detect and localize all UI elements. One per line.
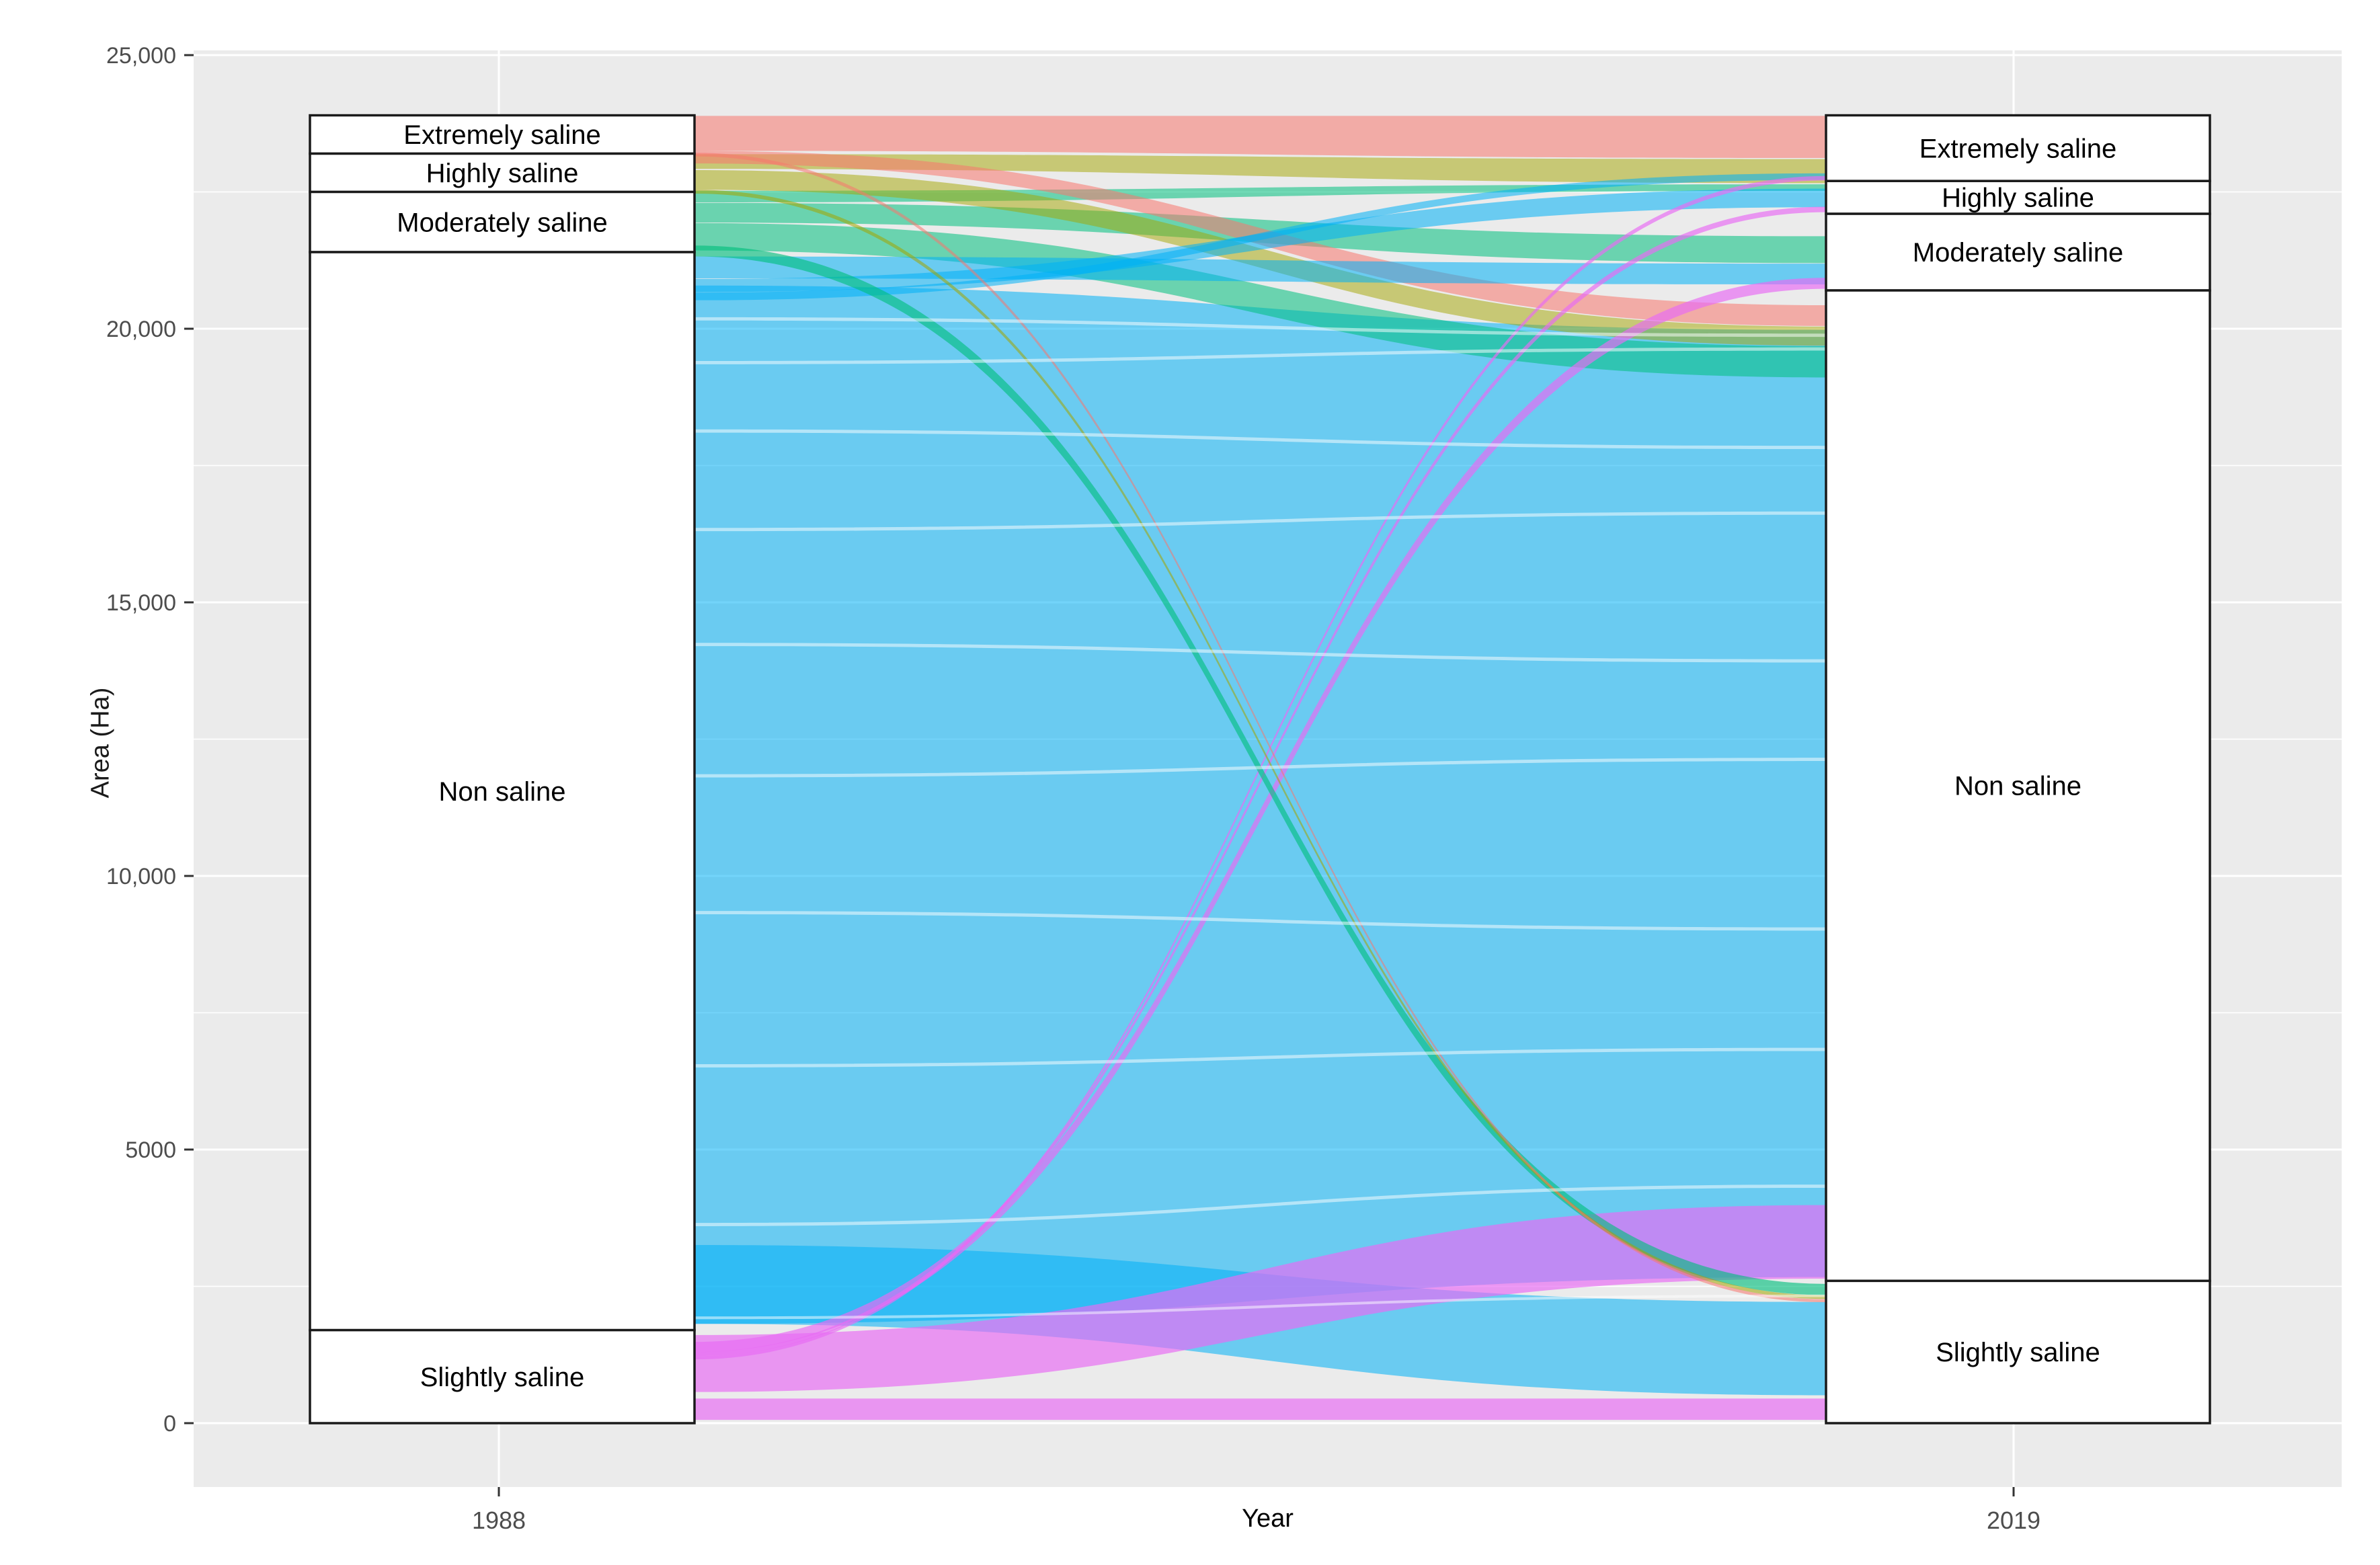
y-axis-title: Area (Ha) bbox=[86, 687, 115, 799]
stratum-right-moderately-saline-label: Moderately saline bbox=[1913, 238, 2124, 268]
y-tick-label-25000: 25,000 bbox=[106, 43, 176, 69]
flow-highly-saline-to-extremely-saline bbox=[695, 154, 1826, 184]
stratum-left-highly-saline bbox=[309, 152, 696, 194]
flow-highly-saline-to-non-saline bbox=[695, 169, 1826, 346]
stratum-right-non-saline bbox=[1825, 289, 2211, 1283]
lode-gap-streak bbox=[695, 1185, 1826, 1226]
lode-gap-streak bbox=[695, 758, 1826, 778]
stratum-right-slightly-saline-label: Slightly saline bbox=[1936, 1338, 2100, 1367]
axis-ticks bbox=[184, 54, 2015, 1496]
stratum-left-moderately-saline-label: Moderately saline bbox=[397, 208, 608, 237]
stratum-left-extremely-saline bbox=[309, 114, 696, 155]
y-tick-label-20000: 20,000 bbox=[106, 317, 176, 342]
stratum-right-extremely-saline-label: Extremely saline bbox=[1919, 134, 2116, 163]
lode-gap-streak bbox=[695, 511, 1826, 532]
stratum-left-slightly-saline-label: Slightly saline bbox=[420, 1363, 585, 1392]
y-tick-label-10000: 10,000 bbox=[106, 864, 176, 889]
lode-gap-streak bbox=[695, 347, 1826, 364]
lode-gap-streak bbox=[695, 643, 1826, 663]
lode-gap-streak bbox=[695, 317, 1826, 337]
lode-gap-streak bbox=[695, 1294, 1826, 1320]
flow-non-saline-to-extremely-saline bbox=[695, 173, 1826, 300]
flow-extremely-saline-to-extremely-saline bbox=[695, 116, 1826, 159]
lode-gap-streaks bbox=[695, 317, 1826, 1320]
y-tick-label-15000: 15,000 bbox=[106, 590, 176, 616]
lode-gap-streak bbox=[695, 429, 1826, 450]
stratum-left-non-saline bbox=[309, 251, 696, 1332]
stratum-left-slightly-saline bbox=[309, 1328, 696, 1424]
x-tick-label-1988: 1988 bbox=[472, 1507, 526, 1534]
flow-moderately-saline-to-slightly-saline bbox=[695, 245, 1826, 1295]
lode-gap-streak bbox=[695, 911, 1826, 931]
flow-extremely-saline-to-slightly-saline bbox=[695, 153, 1826, 1303]
stratum-right-non-saline-label: Non saline bbox=[1954, 772, 2081, 801]
stratum-left-extremely-saline-label: Extremely saline bbox=[403, 120, 600, 150]
stratum-right-highly-saline-label: Highly saline bbox=[1942, 184, 2094, 213]
flow-non-saline-to-non-saline bbox=[695, 285, 1826, 1324]
stratum-right-moderately-saline bbox=[1825, 212, 2211, 292]
flow-non-saline-to-highly-saline bbox=[695, 188, 1826, 292]
stratum-left-non-saline-label: Non saline bbox=[438, 777, 565, 807]
lode-gap-streak bbox=[695, 1047, 1826, 1068]
y-tick-label-5000: 5000 bbox=[125, 1137, 176, 1163]
flow-slightly-saline-to-slightly-saline bbox=[695, 1398, 1826, 1420]
flow-slightly-saline-to-non-saline bbox=[695, 1205, 1826, 1392]
stratum-right-extremely-saline bbox=[1825, 114, 2211, 182]
flow-slightly-saline-to-highly-saline bbox=[695, 206, 1826, 1357]
flow-highly-saline-to-slightly-saline bbox=[695, 190, 1826, 1299]
flow-slightly-saline-to-moderately-saline bbox=[695, 278, 1826, 1353]
x-tick-label-2019: 2019 bbox=[1987, 1507, 2040, 1534]
y-tick-label-0: 0 bbox=[163, 1411, 176, 1437]
x-axis-title: Year bbox=[1242, 1504, 1294, 1533]
axis-tick-labels: 25,000 20,000 15,000 10,000 5000 0 1988 2019 bbox=[106, 43, 2040, 1534]
stratum-boxes: Extremely saline Highly saline Moderately … bbox=[309, 114, 2211, 1424]
stratum-left-highly-saline-label: Highly saline bbox=[426, 159, 579, 188]
stratum-right-slightly-saline bbox=[1825, 1279, 2211, 1424]
alluvial-flows bbox=[695, 116, 1826, 1420]
stratum-right-highly-saline bbox=[1825, 179, 2211, 215]
